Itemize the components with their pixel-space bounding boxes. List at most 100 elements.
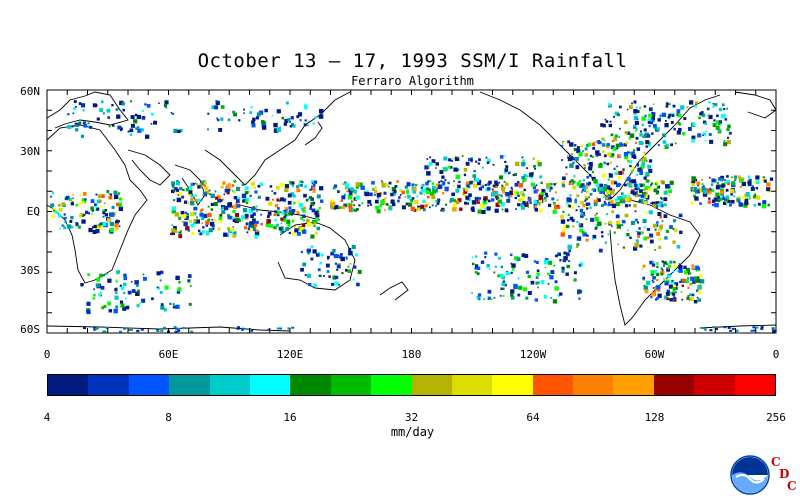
- rain-cell: [578, 297, 581, 300]
- rain-cell: [226, 233, 230, 237]
- rain-cell: [136, 304, 140, 308]
- rain-cell: [659, 114, 662, 117]
- rain-cell: [731, 327, 735, 330]
- rain-cell: [172, 305, 176, 309]
- rain-cell: [238, 119, 241, 122]
- rain-cell: [78, 121, 82, 125]
- rain-cell: [632, 179, 637, 184]
- rain-cell: [143, 276, 147, 281]
- rain-cell: [419, 191, 423, 195]
- rain-cell: [386, 203, 389, 206]
- rain-cell: [384, 183, 388, 187]
- rain-cell: [650, 295, 653, 299]
- rain-cell: [240, 328, 244, 331]
- rain-cell: [77, 123, 80, 127]
- rain-cell: [533, 200, 538, 204]
- rain-cell: [105, 327, 109, 329]
- rain-cell: [453, 180, 455, 182]
- rain-cell: [187, 274, 192, 278]
- rain-cell: [715, 328, 718, 331]
- rain-cell: [453, 199, 457, 203]
- rain-cell: [80, 194, 82, 197]
- rain-cell: [553, 202, 556, 205]
- rain-cell: [468, 193, 472, 197]
- rain-cell: [174, 330, 178, 333]
- rain-cell: [392, 202, 396, 207]
- rain-cell: [627, 195, 631, 198]
- rain-cell: [656, 272, 660, 277]
- rain-cell: [735, 329, 739, 332]
- rain-cell: [552, 209, 557, 214]
- rain-cell: [354, 192, 357, 195]
- rain-cell: [237, 326, 241, 329]
- rain-cell: [653, 127, 656, 130]
- rain-cell: [233, 231, 237, 235]
- rain-cell: [631, 153, 636, 158]
- rain-cell: [173, 229, 178, 233]
- rain-cell: [695, 269, 698, 272]
- rain-cell: [311, 208, 316, 213]
- rain-cell: [212, 227, 215, 230]
- rain-cell: [657, 212, 662, 216]
- rain-cell: [578, 223, 582, 227]
- rain-cell: [712, 326, 716, 329]
- rain-cell: [185, 188, 189, 192]
- rain-cell: [601, 235, 604, 238]
- rain-cell: [561, 269, 565, 273]
- rain-cell: [136, 114, 141, 120]
- rain-cell: [81, 219, 86, 224]
- rain-cell: [171, 232, 174, 235]
- rain-cell: [529, 172, 534, 177]
- rain-cell: [210, 208, 214, 211]
- rain-cell: [437, 198, 441, 202]
- rain-cell: [522, 193, 525, 197]
- rain-cell: [137, 126, 140, 129]
- rain-cell: [660, 196, 663, 200]
- rain-cell: [708, 133, 712, 136]
- rain-cell: [195, 198, 198, 202]
- rain-cell: [369, 203, 372, 206]
- rain-cell: [562, 176, 566, 181]
- rain-cell: [384, 197, 387, 200]
- rain-cell: [580, 144, 584, 148]
- rain-cell: [230, 227, 235, 232]
- rain-cell: [253, 223, 258, 228]
- rain-cell: [510, 289, 515, 294]
- rain-cell: [650, 119, 653, 122]
- rain-cell: [521, 205, 525, 210]
- rain-cell: [254, 190, 258, 194]
- rain-cell: [401, 205, 406, 210]
- rain-cell: [335, 275, 339, 279]
- rain-cell: [273, 128, 279, 133]
- rain-cell: [364, 192, 370, 197]
- rain-cell: [668, 285, 673, 289]
- rain-cell: [338, 190, 341, 192]
- rain-cell: [556, 182, 558, 184]
- rain-cell: [411, 183, 415, 187]
- rain-cell: [633, 203, 637, 208]
- rain-cell: [476, 266, 481, 270]
- rain-cell: [601, 137, 605, 141]
- rain-cell: [553, 264, 556, 267]
- rain-cell: [169, 302, 172, 305]
- rain-cell: [494, 180, 498, 185]
- rain-cell: [634, 243, 639, 248]
- rain-cell: [656, 181, 659, 184]
- rain-cell: [310, 257, 314, 261]
- rain-cell: [615, 220, 621, 225]
- rain-cell: [739, 178, 744, 183]
- rain-cell: [207, 112, 210, 115]
- rain-cell: [599, 183, 603, 187]
- rain-cell: [202, 230, 206, 234]
- rain-cell: [652, 203, 657, 208]
- rain-cell: [639, 198, 644, 204]
- rain-cell: [340, 199, 343, 202]
- rain-cell: [514, 256, 519, 261]
- rain-cell: [377, 197, 380, 199]
- rain-cell: [474, 271, 478, 274]
- rain-cell: [288, 231, 291, 235]
- chart-subtitle: Ferraro Algorithm: [351, 74, 474, 88]
- rain-cell: [562, 210, 565, 213]
- rain-cell: [252, 212, 256, 216]
- rain-cell: [441, 192, 445, 195]
